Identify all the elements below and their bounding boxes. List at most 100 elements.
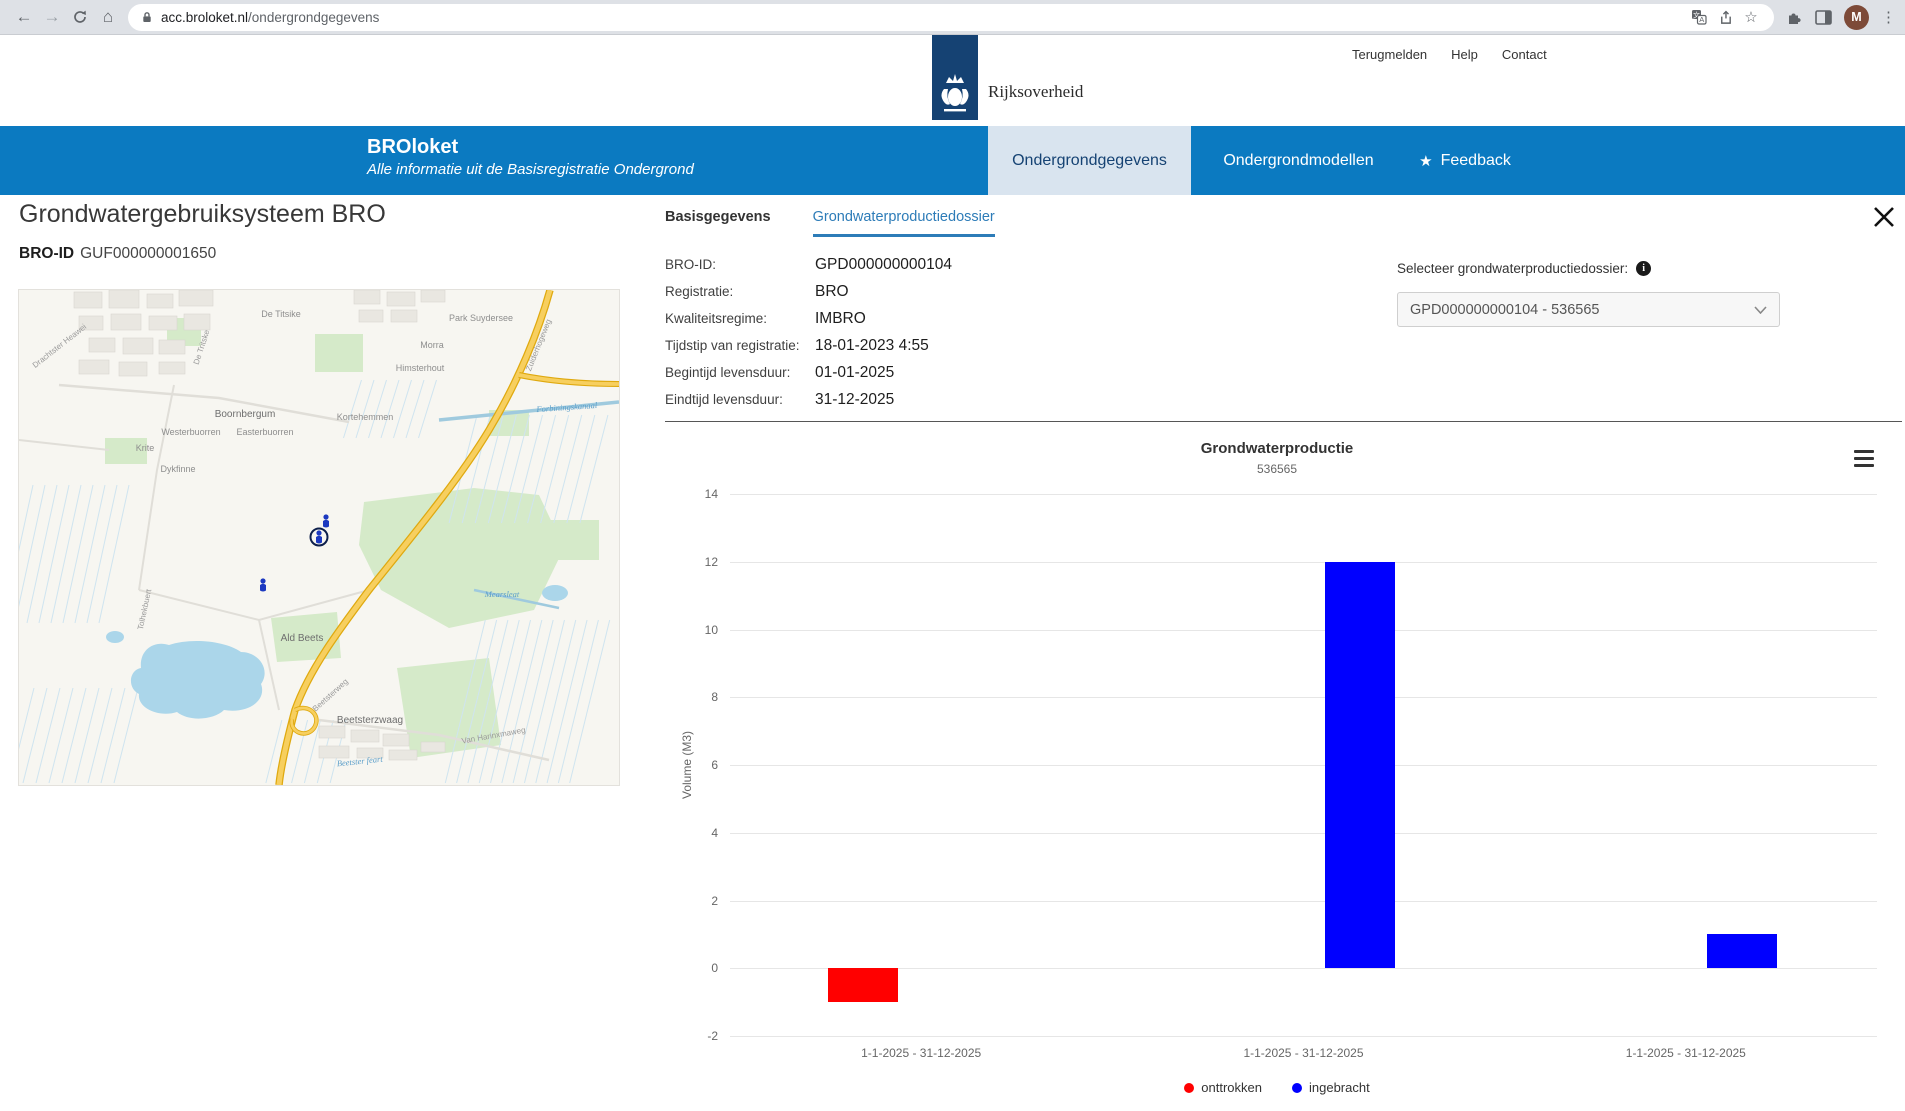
field-row-begintijd: Begintijd levensduur:01-01-2025: [665, 364, 894, 391]
brand-block[interactable]: BROloket Alle informatie uit de Basisreg…: [367, 135, 694, 181]
map-label: Mearsleat: [484, 589, 520, 599]
map-label: Easterbuorren: [236, 427, 293, 437]
field-row-bro-id: BRO-ID:GPD000000000104: [665, 256, 952, 283]
rijksoverheid-crest-icon: [932, 35, 978, 120]
map-label: Beetsterzwaag: [337, 715, 403, 726]
url-bar[interactable]: acc.broloket.nl/ondergrondgegevens 文A ☆: [128, 4, 1774, 31]
y-tick-label: -2: [665, 1029, 718, 1043]
translate-icon[interactable]: 文A: [1686, 9, 1712, 25]
avatar[interactable]: M: [1844, 5, 1869, 30]
map-label: Kortehemmen: [337, 412, 394, 422]
home-icon[interactable]: ⌂: [94, 3, 122, 31]
x-category-label: 1-1-2025 - 31-12-2025: [1112, 1046, 1494, 1060]
legend-dot: [1292, 1083, 1302, 1093]
y-tick-label: 8: [665, 690, 718, 704]
detail-tabs: Basisgegevens Grondwaterproductiedossier: [665, 208, 1037, 237]
field-row-kwaliteitsregime: Kwaliteitsregime:IMBRO: [665, 310, 866, 337]
link-terugmelden[interactable]: Terugmelden: [1352, 47, 1427, 62]
gridline: [730, 630, 1877, 631]
map-label: Ald Beets: [281, 633, 324, 644]
gridline: [730, 494, 1877, 495]
reload-glyph: [72, 9, 88, 25]
map-label: De Titsike: [261, 309, 301, 319]
map[interactable]: Drachtster HeaweiDe TritskeDe TitsikePar…: [18, 289, 620, 786]
main-navbar: BROloket Alle informatie uit de Basisreg…: [0, 126, 1905, 195]
brand-tagline: Alle informatie uit de Basisregistratie …: [367, 159, 694, 181]
map-marker[interactable]: [323, 514, 329, 527]
close-x-glyph: [1872, 205, 1896, 229]
legend-item-onttrokken[interactable]: onttrokken: [1184, 1080, 1262, 1095]
dossier-select[interactable]: GPD000000000104 - 536565: [1397, 292, 1780, 327]
gridline: [730, 833, 1877, 834]
y-tick-label: 12: [665, 555, 718, 569]
chevron-down-icon: [1754, 306, 1767, 314]
map-label: Westerbuorren: [161, 427, 220, 437]
nav-tab-feedback[interactable]: ★Feedback: [1405, 126, 1525, 195]
page-title: Grondwatergebruiksysteem BRO: [19, 200, 386, 229]
gov-links: Terugmelden Help Contact: [1352, 47, 1547, 62]
y-tick-label: 0: [665, 961, 718, 975]
bookmark-star-icon[interactable]: ☆: [1738, 8, 1764, 26]
gridline: [730, 697, 1877, 698]
feedback-star-icon: ★: [1419, 152, 1432, 170]
back-icon[interactable]: ←: [10, 3, 38, 31]
field-row-eindtijd: Eindtijd levensduur:31-12-2025: [665, 391, 894, 418]
gridline: [730, 562, 1877, 563]
map-label: Dykfinne: [160, 464, 195, 474]
rijksoverheid-wordmark: Rijksoverheid: [988, 82, 1083, 102]
map-label: Himsterhout: [396, 363, 445, 373]
info-icon[interactable]: i: [1636, 261, 1651, 276]
field-row-registratie: Registratie:BRO: [665, 283, 849, 310]
bar-ingebracht[interactable]: [1707, 934, 1777, 968]
url-text: acc.broloket.nl/ondergrondgegevens: [161, 10, 379, 25]
map-marker[interactable]: [260, 578, 266, 591]
gridline: [730, 968, 1877, 969]
bro-id-value: GUF000000001650: [80, 245, 216, 262]
side-panel-icon[interactable]: [1815, 10, 1832, 25]
panel-divider: [665, 421, 1902, 422]
chart-subtitle: 536565: [665, 462, 1889, 476]
y-tick-label: 14: [665, 487, 718, 501]
y-tick-label: 2: [665, 894, 718, 908]
x-category-label: 1-1-2025 - 31-12-2025: [730, 1046, 1112, 1060]
reload-icon[interactable]: [66, 3, 94, 31]
map-label: Krite: [136, 443, 155, 453]
bar-onttrokken[interactable]: [828, 968, 898, 1002]
rijksoverheid-logo[interactable]: [932, 35, 978, 120]
map-canvas: Drachtster HeaweiDe TritskeDe TitsikePar…: [19, 290, 619, 785]
gridline: [730, 901, 1877, 902]
nav-tab-ondergrondmodellen[interactable]: Ondergrondmodellen: [1208, 126, 1389, 195]
map-label: Morra: [420, 340, 444, 350]
dossier-selector-label: Selecteer grondwaterproductiedossier: i: [1397, 261, 1651, 276]
translate-glyph: 文A: [1691, 9, 1707, 25]
share-glyph: [1718, 10, 1733, 25]
gridline: [730, 1036, 1877, 1037]
production-chart: Grondwaterproductie 536565 Volume (M3) o…: [665, 428, 1905, 1111]
menu-kebab-icon[interactable]: ⋮: [1881, 8, 1896, 26]
extensions-icon[interactable]: [1786, 9, 1803, 26]
bro-id-label: BRO-ID: [19, 245, 74, 262]
forward-icon[interactable]: →: [38, 3, 66, 31]
field-row-tijdstip: Tijdstip van registratie:18-01-2023 4:55: [665, 337, 929, 364]
tab-basisgegevens[interactable]: Basisgegevens: [665, 209, 771, 234]
bro-id-line: BRO-ID GUF000000001650: [19, 245, 216, 263]
y-tick-label: 4: [665, 826, 718, 840]
bar-ingebracht[interactable]: [1325, 562, 1395, 969]
chrome-right-icons: M ⋮: [1786, 5, 1896, 30]
tab-grondwaterproductiedossier[interactable]: Grondwaterproductiedossier: [813, 209, 995, 237]
y-tick-label: 6: [665, 758, 718, 772]
link-help[interactable]: Help: [1451, 47, 1478, 62]
browser-toolbar: ← → ⌂ acc.broloket.nl/ondergrondgegevens…: [0, 0, 1905, 35]
map-label: Park Suydersee: [449, 313, 513, 323]
close-icon[interactable]: [1872, 205, 1898, 231]
y-tick-label: 10: [665, 623, 718, 637]
chart-title: Grondwaterproductie: [665, 440, 1889, 457]
legend-item-ingebracht[interactable]: ingebracht: [1292, 1080, 1370, 1095]
brand-name: BROloket: [367, 135, 694, 159]
lock-icon: [141, 11, 153, 24]
link-contact[interactable]: Contact: [1502, 47, 1547, 62]
nav-tab-ondergrondgegevens[interactable]: Ondergrondgegevens: [988, 126, 1191, 195]
chart-menu-icon[interactable]: [1854, 450, 1874, 467]
share-icon[interactable]: [1712, 10, 1738, 25]
gov-header: Rijksoverheid Terugmelden Help Contact: [0, 35, 1905, 126]
